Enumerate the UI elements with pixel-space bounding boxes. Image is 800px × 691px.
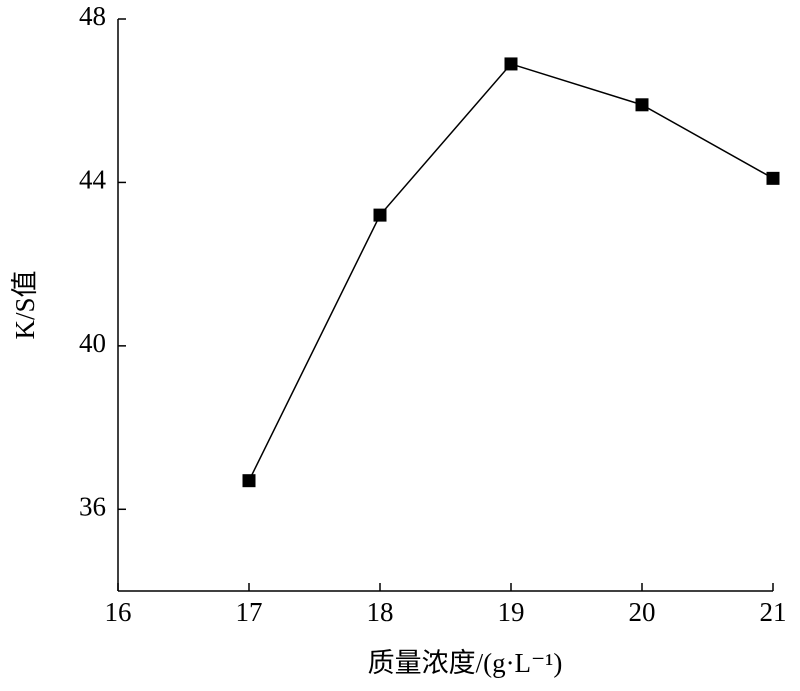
data-line xyxy=(248,63,774,482)
y-tick-label: 40 xyxy=(79,328,106,358)
x-tick-label: 19 xyxy=(498,597,525,627)
y-tick-label: 44 xyxy=(79,165,107,195)
x-tick-label: 16 xyxy=(105,597,132,627)
data-point xyxy=(635,98,649,112)
x-tick-label: 18 xyxy=(367,597,394,627)
data-point xyxy=(242,474,256,488)
data-point xyxy=(766,171,780,185)
x-tick-label: 21 xyxy=(760,597,787,627)
x-axis-label: 质量浓度/(g·L⁻¹) xyxy=(368,648,563,678)
y-tick-label: 48 xyxy=(79,1,106,31)
data-point xyxy=(504,57,518,71)
x-tick-label: 20 xyxy=(629,597,656,627)
data-point xyxy=(373,208,387,222)
x-tick-label: 17 xyxy=(236,597,263,627)
y-axis-label: K/S值 xyxy=(10,270,40,339)
y-tick-label: 36 xyxy=(79,491,106,521)
